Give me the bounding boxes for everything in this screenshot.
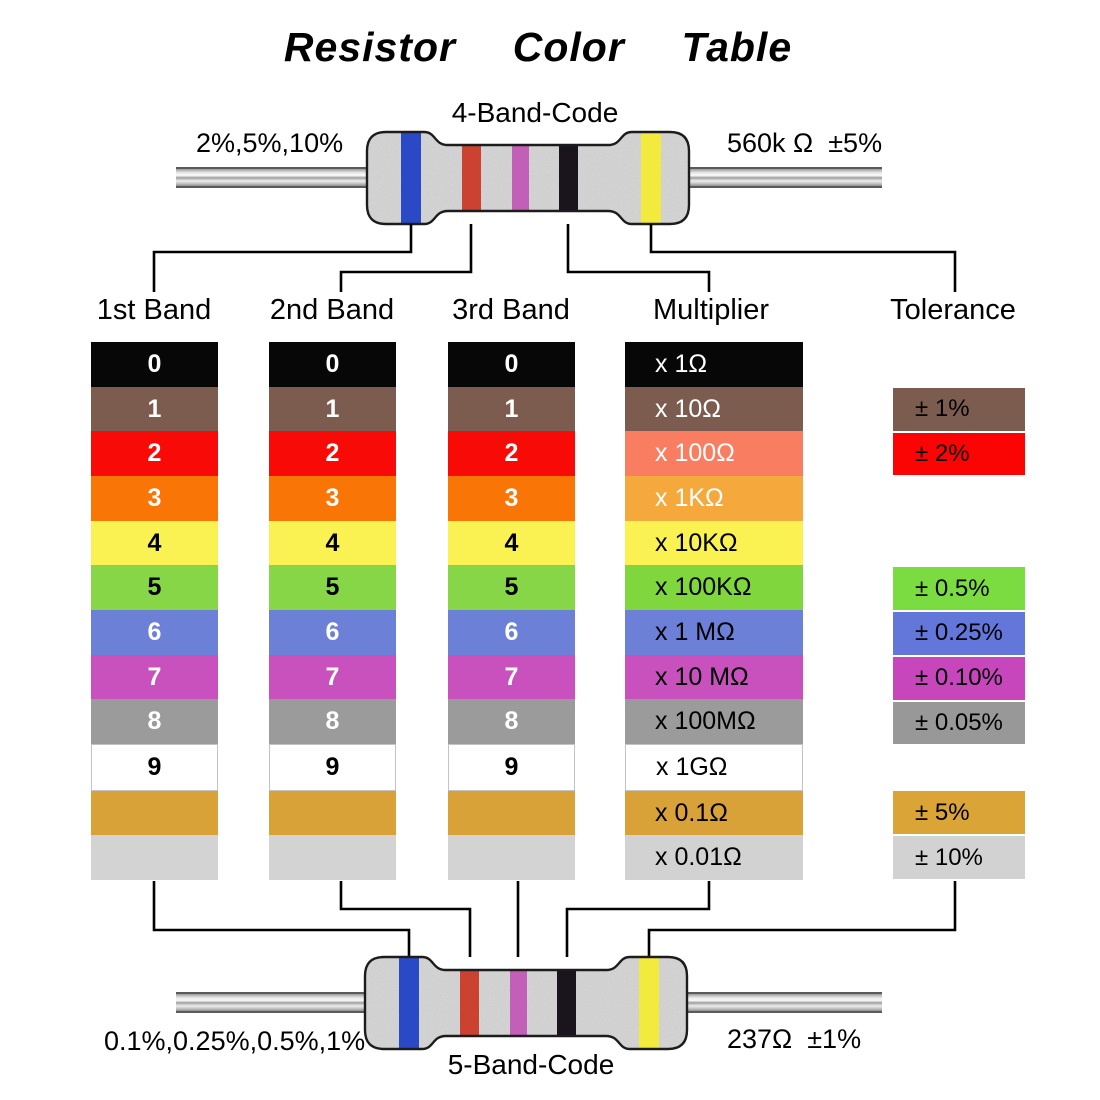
digit-cell-red: 2 xyxy=(448,431,575,477)
digit-cell-violet: 7 xyxy=(269,654,396,700)
connector-tolerance-to-yellow xyxy=(647,881,957,957)
bottom-resistor-left-lead xyxy=(176,992,364,1013)
digit-cell-orange: 3 xyxy=(269,476,396,521)
resistor-band-yellow xyxy=(639,957,659,1049)
multiplier-cell-orange: x 1KΩ xyxy=(625,476,803,521)
top-left-tolerance-label: 2%,5%,10% xyxy=(196,128,344,158)
resistor-band-blue xyxy=(401,132,421,224)
tolerance-cell-silver: ± 10% xyxy=(893,836,1025,879)
top-right-value-label: 560k Ω ±5% xyxy=(727,128,883,158)
digit-cell-white: 9 xyxy=(91,744,218,791)
resistor-band-violet xyxy=(512,145,529,211)
digit-cell-violet: 7 xyxy=(91,654,218,700)
digit-cell-red: 2 xyxy=(91,431,218,477)
digit-cell-gold xyxy=(91,790,218,836)
five-band-code-label: 5-Band-Code xyxy=(447,1049,615,1080)
digit-cell-silver xyxy=(91,835,218,881)
connector-multiplier-to-black xyxy=(565,881,711,957)
multiplier-cell-black: x 1Ω xyxy=(625,342,803,387)
digit-cell-gold xyxy=(448,790,575,836)
tolerance-cell-gold: ± 5% xyxy=(893,791,1025,835)
tolerance-cell-brown: ± 1% xyxy=(893,387,1025,431)
header-1st-band: 1st Band xyxy=(96,294,212,326)
digit-cell-silver xyxy=(269,835,396,881)
digit-cell-brown: 1 xyxy=(448,386,575,432)
multiplier-cell-white: x 1GΩ xyxy=(625,744,803,791)
bottom-left-tolerance-label: 0.1%,0.25%,0.5%,1% xyxy=(104,1026,366,1056)
digit-cell-gray: 8 xyxy=(91,699,218,745)
header-3rd-band: 3rd Band xyxy=(452,294,570,326)
digit-cell-black: 0 xyxy=(269,342,396,387)
connector-1st-band-to-blue xyxy=(152,881,411,957)
resistor-band-red xyxy=(460,970,479,1036)
digit-cell-orange: 3 xyxy=(448,476,575,521)
column-multiplier: x 1Ω x 10Ω x 100Ω x 1KΩ x 10KΩ x 100KΩ x 1 MΩ x… xyxy=(625,342,803,881)
bottom-resistor xyxy=(363,955,689,1051)
multiplier-cell-red: x 100Ω xyxy=(625,431,803,477)
multiplier-cell-green: x 100KΩ xyxy=(625,565,803,611)
digit-cell-yellow: 4 xyxy=(448,520,575,566)
header-tolerance: Tolerance xyxy=(890,294,1016,326)
multiplier-cell-brown: x 10Ω xyxy=(625,386,803,432)
tolerance-cell-gray: ± 0.05% xyxy=(893,701,1025,745)
digit-cell-green: 5 xyxy=(448,565,575,611)
page-title: Resistor Color Table xyxy=(283,24,793,70)
connector-red-to-2nd-band xyxy=(339,224,473,292)
digit-cell-white: 9 xyxy=(269,744,396,791)
top-resistor-left-lead xyxy=(176,167,366,188)
tolerance-cell-green: ± 0.5% xyxy=(893,567,1025,610)
resistor-outline xyxy=(363,955,689,1051)
multiplier-cell-silver: x 0.01Ω xyxy=(625,835,803,881)
digit-cell-yellow: 4 xyxy=(91,520,218,566)
resistor-band-violet xyxy=(510,970,527,1036)
resistor-band-blue xyxy=(399,957,419,1049)
digit-cell-green: 5 xyxy=(269,565,396,611)
digit-cell-silver xyxy=(448,835,575,881)
digit-cell-blue: 6 xyxy=(448,610,575,655)
connector-yellow-to-tolerance xyxy=(649,224,957,292)
digit-cell-white: 9 xyxy=(448,744,575,791)
multiplier-cell-violet: x 10 MΩ xyxy=(625,654,803,700)
digit-cell-black: 0 xyxy=(448,342,575,387)
digit-cell-gold xyxy=(269,790,396,836)
digit-cell-green: 5 xyxy=(91,565,218,611)
digit-cell-blue: 6 xyxy=(269,610,396,655)
digit-cell-red: 2 xyxy=(269,431,396,477)
resistor-band-black xyxy=(559,145,578,211)
multiplier-cell-blue: x 1 MΩ xyxy=(625,610,803,655)
four-band-code-label: 4-Band-Code xyxy=(451,97,619,128)
multiplier-cell-gold: x 0.1Ω xyxy=(625,790,803,836)
digit-cell-brown: 1 xyxy=(91,386,218,432)
digit-cell-brown: 1 xyxy=(269,386,396,432)
connector-black-to-multiplier xyxy=(566,224,711,292)
tolerance-cell-violet: ± 0.10% xyxy=(893,656,1025,700)
digit-cell-gray: 8 xyxy=(269,699,396,745)
connector-2nd-band-to-red xyxy=(339,881,472,957)
bottom-resistor-right-lead xyxy=(688,992,882,1013)
top-resistor-right-lead xyxy=(690,167,882,188)
header-2nd-band: 2nd Band xyxy=(269,294,395,326)
resistor-band-yellow xyxy=(641,132,661,224)
connector-blue-to-1st-band xyxy=(152,224,413,292)
tolerance-cell-red: ± 2% xyxy=(893,432,1025,476)
resistor-band-black xyxy=(557,970,576,1036)
bottom-right-value-label: 237Ω ±1% xyxy=(727,1024,862,1054)
resistor-band-red xyxy=(462,145,481,211)
digit-cell-yellow: 4 xyxy=(269,520,396,566)
multiplier-cell-gray: x 100MΩ xyxy=(625,699,803,745)
tolerance-cell-blue: ± 0.25% xyxy=(893,612,1025,655)
digit-cell-black: 0 xyxy=(91,342,218,387)
multiplier-cell-yellow: x 10KΩ xyxy=(625,520,803,566)
digit-cell-blue: 6 xyxy=(91,610,218,655)
digit-cell-orange: 3 xyxy=(91,476,218,521)
digit-cell-gray: 8 xyxy=(448,699,575,745)
top-resistor xyxy=(365,130,691,226)
header-multiplier: Multiplier xyxy=(652,294,770,326)
digit-cell-violet: 7 xyxy=(448,654,575,700)
